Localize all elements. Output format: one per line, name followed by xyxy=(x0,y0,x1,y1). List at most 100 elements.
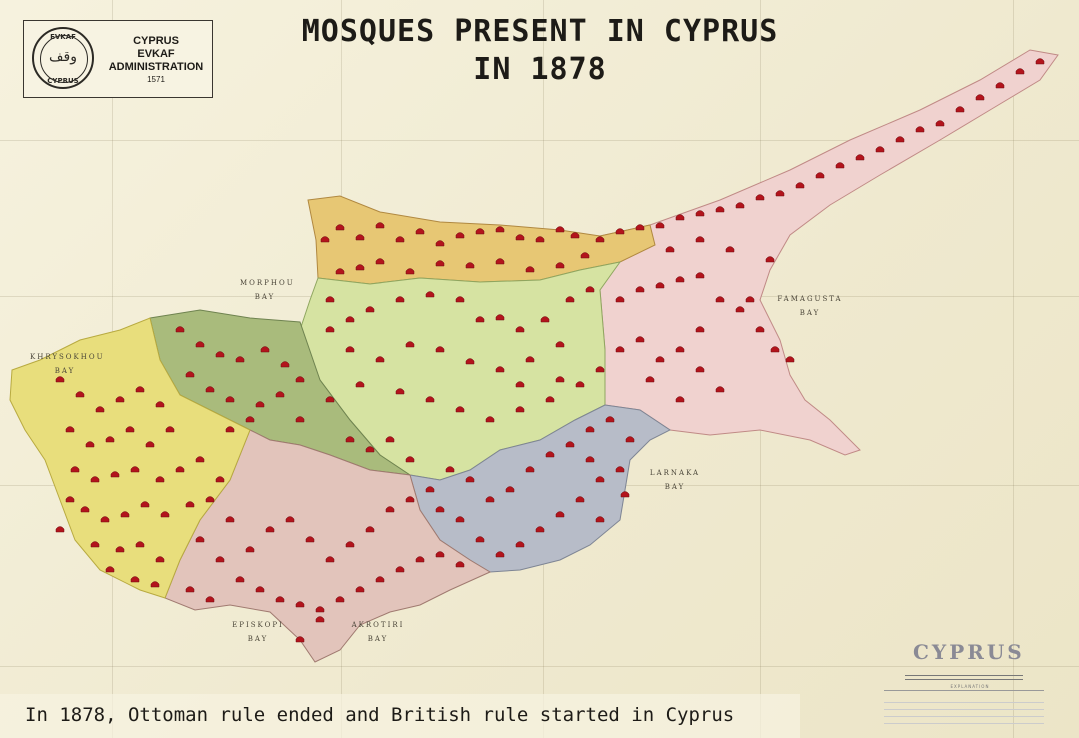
mosque-marker-icon xyxy=(485,416,495,423)
bay-label-famagusta: FAMAGUSTA BAY xyxy=(777,295,843,317)
mosque-marker-icon xyxy=(565,441,575,448)
logo-text: CYPRUS EVKAF ADMINISTRATION xyxy=(102,35,210,74)
mosque-marker-icon xyxy=(140,501,150,508)
district-paphos xyxy=(9,317,251,599)
mosque-marker-icon xyxy=(185,371,195,378)
mosque-marker-icon xyxy=(65,496,75,503)
mosque-marker-icon xyxy=(595,476,605,483)
mosque-marker-icon xyxy=(355,264,365,271)
mosque-marker-icon xyxy=(875,146,885,153)
mosque-marker-icon xyxy=(280,361,290,368)
mosque-marker-icon xyxy=(715,206,725,213)
mosque-marker-icon xyxy=(355,586,365,593)
mosque-marker-icon xyxy=(95,406,105,413)
mosque-marker-icon xyxy=(505,486,515,493)
mosque-marker-icon xyxy=(455,406,465,413)
caption-band xyxy=(0,694,800,738)
mosque-marker-icon xyxy=(355,234,365,241)
mosque-marker-icon xyxy=(525,356,535,363)
mosque-marker-icon xyxy=(675,214,685,221)
mosque-marker-icon xyxy=(315,616,325,623)
mosque-marker-icon xyxy=(345,436,355,443)
mosque-marker-icon xyxy=(515,234,525,241)
mosque-marker-icon xyxy=(695,236,705,243)
mosque-marker-icon xyxy=(525,266,535,273)
mosque-marker-icon xyxy=(110,471,120,478)
mosque-marker-icon xyxy=(55,526,65,533)
mosque-marker-icon xyxy=(205,496,215,503)
mosque-marker-icon xyxy=(545,451,555,458)
mosque-marker-icon xyxy=(675,396,685,403)
mosque-marker-icon xyxy=(105,436,115,443)
mosque-marker-icon xyxy=(495,258,505,265)
mosque-marker-icon xyxy=(375,356,385,363)
mosque-marker-icon xyxy=(80,506,90,513)
mosque-marker-icon xyxy=(135,386,145,393)
mosque-marker-icon xyxy=(535,236,545,243)
mosque-marker-icon xyxy=(325,296,335,303)
mosque-marker-icon xyxy=(585,426,595,433)
mosque-marker-icon xyxy=(265,526,275,533)
mosque-marker-icon xyxy=(375,258,385,265)
mosque-marker-icon xyxy=(495,551,505,558)
mosque-marker-icon xyxy=(620,491,630,498)
mosque-marker-icon xyxy=(485,496,495,503)
mosque-marker-icon xyxy=(160,511,170,518)
mosque-marker-icon xyxy=(275,596,285,603)
scale-bar xyxy=(905,675,1023,680)
mosque-marker-icon xyxy=(175,466,185,473)
mosque-marker-icon xyxy=(815,172,825,179)
mosque-marker-icon xyxy=(285,516,295,523)
mosque-marker-icon xyxy=(85,441,95,448)
mosque-marker-icon xyxy=(855,154,865,161)
mosque-marker-icon xyxy=(155,476,165,483)
mosque-marker-icon xyxy=(155,401,165,408)
district-famagusta xyxy=(599,49,1059,456)
mosque-marker-icon xyxy=(65,426,75,433)
mosque-marker-icon xyxy=(475,536,485,543)
mosque-marker-icon xyxy=(185,586,195,593)
mosque-marker-icon xyxy=(260,346,270,353)
mosque-marker-icon xyxy=(235,356,245,363)
mosque-marker-icon xyxy=(135,541,145,548)
mosque-marker-icon xyxy=(395,236,405,243)
mosque-marker-icon xyxy=(995,82,1005,89)
mosque-marker-icon xyxy=(695,326,705,333)
mosque-marker-icon xyxy=(475,316,485,323)
mosque-marker-icon xyxy=(145,441,155,448)
mosque-marker-icon xyxy=(655,356,665,363)
mosque-marker-icon xyxy=(455,232,465,239)
bay-label-khrysokhou: KHRYSOKHOU BAY xyxy=(30,353,105,375)
mosque-marker-icon xyxy=(695,272,705,279)
mosque-marker-icon xyxy=(515,326,525,333)
mosque-marker-icon xyxy=(555,511,565,518)
mosque-marker-icon xyxy=(555,341,565,348)
mosque-marker-icon xyxy=(615,466,625,473)
seal-bottom-text: CYPRUS xyxy=(47,77,79,85)
mosque-marker-icon xyxy=(335,268,345,275)
mosque-marker-icon xyxy=(395,296,405,303)
seal-top-text: EVKAF xyxy=(50,33,76,41)
legend-box xyxy=(884,690,1044,729)
mosque-marker-icon xyxy=(455,296,465,303)
mosque-marker-icon xyxy=(435,506,445,513)
mosque-marker-icon xyxy=(495,366,505,373)
mosque-marker-icon xyxy=(765,256,775,263)
mosque-marker-icon xyxy=(405,456,415,463)
mosque-marker-icon xyxy=(425,486,435,493)
logo-line3: ADMINISTRATION xyxy=(108,61,204,73)
mosque-marker-icon xyxy=(455,516,465,523)
mosque-marker-icon xyxy=(345,346,355,353)
mosque-marker-icon xyxy=(725,246,735,253)
mosque-marker-icon xyxy=(975,94,985,101)
mosque-marker-icon xyxy=(445,466,455,473)
mosque-marker-icon xyxy=(325,396,335,403)
mosque-marker-icon xyxy=(715,296,725,303)
bay-label-episkopi: EPISKOPI BAY xyxy=(232,621,284,643)
mosque-marker-icon xyxy=(435,260,445,267)
mosque-marker-icon xyxy=(115,546,125,553)
mosque-marker-icon xyxy=(1035,58,1045,65)
mosque-marker-icon xyxy=(935,120,945,127)
mosque-marker-icon xyxy=(495,226,505,233)
mosque-marker-icon xyxy=(605,416,615,423)
